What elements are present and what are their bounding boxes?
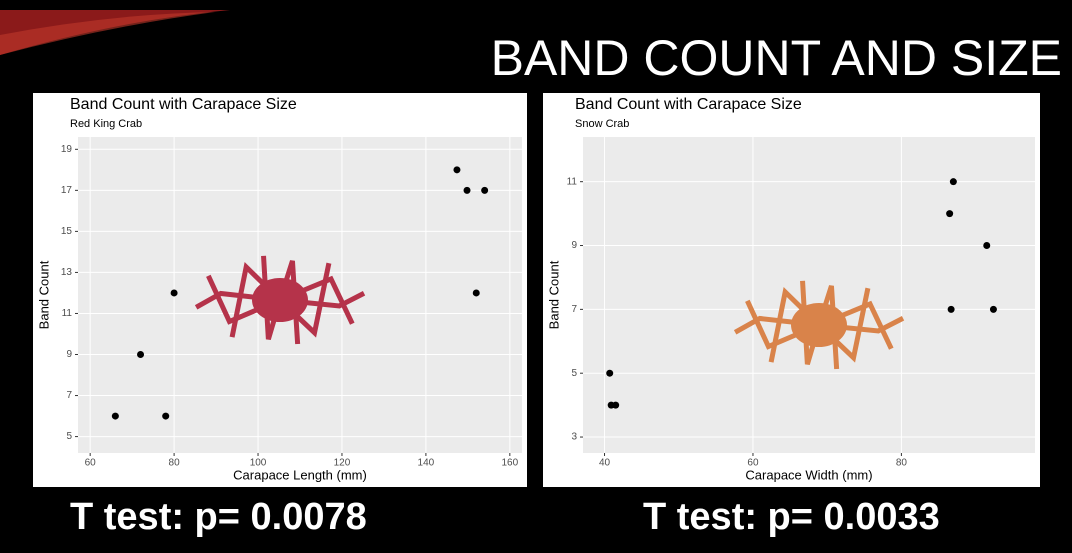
y-tick-label: 17 [61, 185, 73, 196]
point [472, 289, 480, 297]
y-tick-label: 11 [567, 176, 578, 187]
x-axis-label: Carapace Width (mm) [745, 467, 872, 482]
slide-title: BAND COUNT AND SIZE [491, 30, 1062, 86]
point [481, 186, 489, 194]
y-tick-label: 19 [61, 144, 73, 155]
point [946, 210, 954, 218]
y-tick-label: 5 [571, 368, 577, 379]
y-axis-label: Band Count [36, 260, 51, 329]
point [170, 289, 178, 297]
swoosh [0, 10, 230, 55]
y-tick-label: 15 [61, 226, 73, 237]
point [137, 351, 145, 359]
x-tick-label: 40 [599, 458, 611, 469]
y-tick-label: 9 [66, 349, 72, 360]
x-tick-label: 100 [250, 458, 267, 469]
point [947, 305, 955, 313]
caption: T test: p= 0.0078 [70, 496, 367, 538]
crab-illustration [194, 255, 366, 345]
y-axis-label: Band Count [546, 260, 561, 329]
point [612, 401, 620, 409]
x-axis-label: Carapace Length (mm) [233, 467, 367, 482]
point [463, 186, 471, 194]
y-tick-label: 9 [571, 240, 577, 251]
chart-title: Band Count with Carapace Size [575, 96, 802, 113]
x-tick-label: 60 [747, 458, 759, 469]
y-tick-label: 5 [66, 431, 72, 442]
crab-body [252, 278, 308, 322]
crab-illustration [733, 280, 905, 370]
point [989, 305, 997, 313]
chart-subtitle: Red King Crab [70, 118, 142, 130]
chart-title: Band Count with Carapace Size [70, 96, 297, 113]
caption: T test: p= 0.0033 [643, 496, 940, 538]
plot-area [583, 137, 1035, 453]
chart-subtitle: Snow Crab [575, 118, 629, 130]
y-tick-label: 7 [571, 304, 577, 315]
x-tick-label: 60 [85, 458, 97, 469]
x-tick-label: 80 [896, 458, 908, 469]
point [162, 412, 170, 420]
point [453, 166, 461, 174]
point [949, 178, 957, 186]
point [606, 369, 614, 377]
x-tick-label: 80 [169, 458, 181, 469]
y-tick-label: 13 [61, 267, 73, 278]
point [983, 242, 991, 250]
crab-body [791, 303, 847, 347]
y-tick-label: 3 [571, 432, 577, 443]
x-tick-label: 140 [418, 458, 435, 469]
x-tick-label: 120 [334, 458, 351, 469]
point [111, 412, 119, 420]
swoosh-highlight [0, 12, 215, 55]
y-tick-label: 11 [62, 308, 73, 319]
x-tick-label: 160 [501, 458, 518, 469]
y-tick-label: 7 [66, 390, 72, 401]
